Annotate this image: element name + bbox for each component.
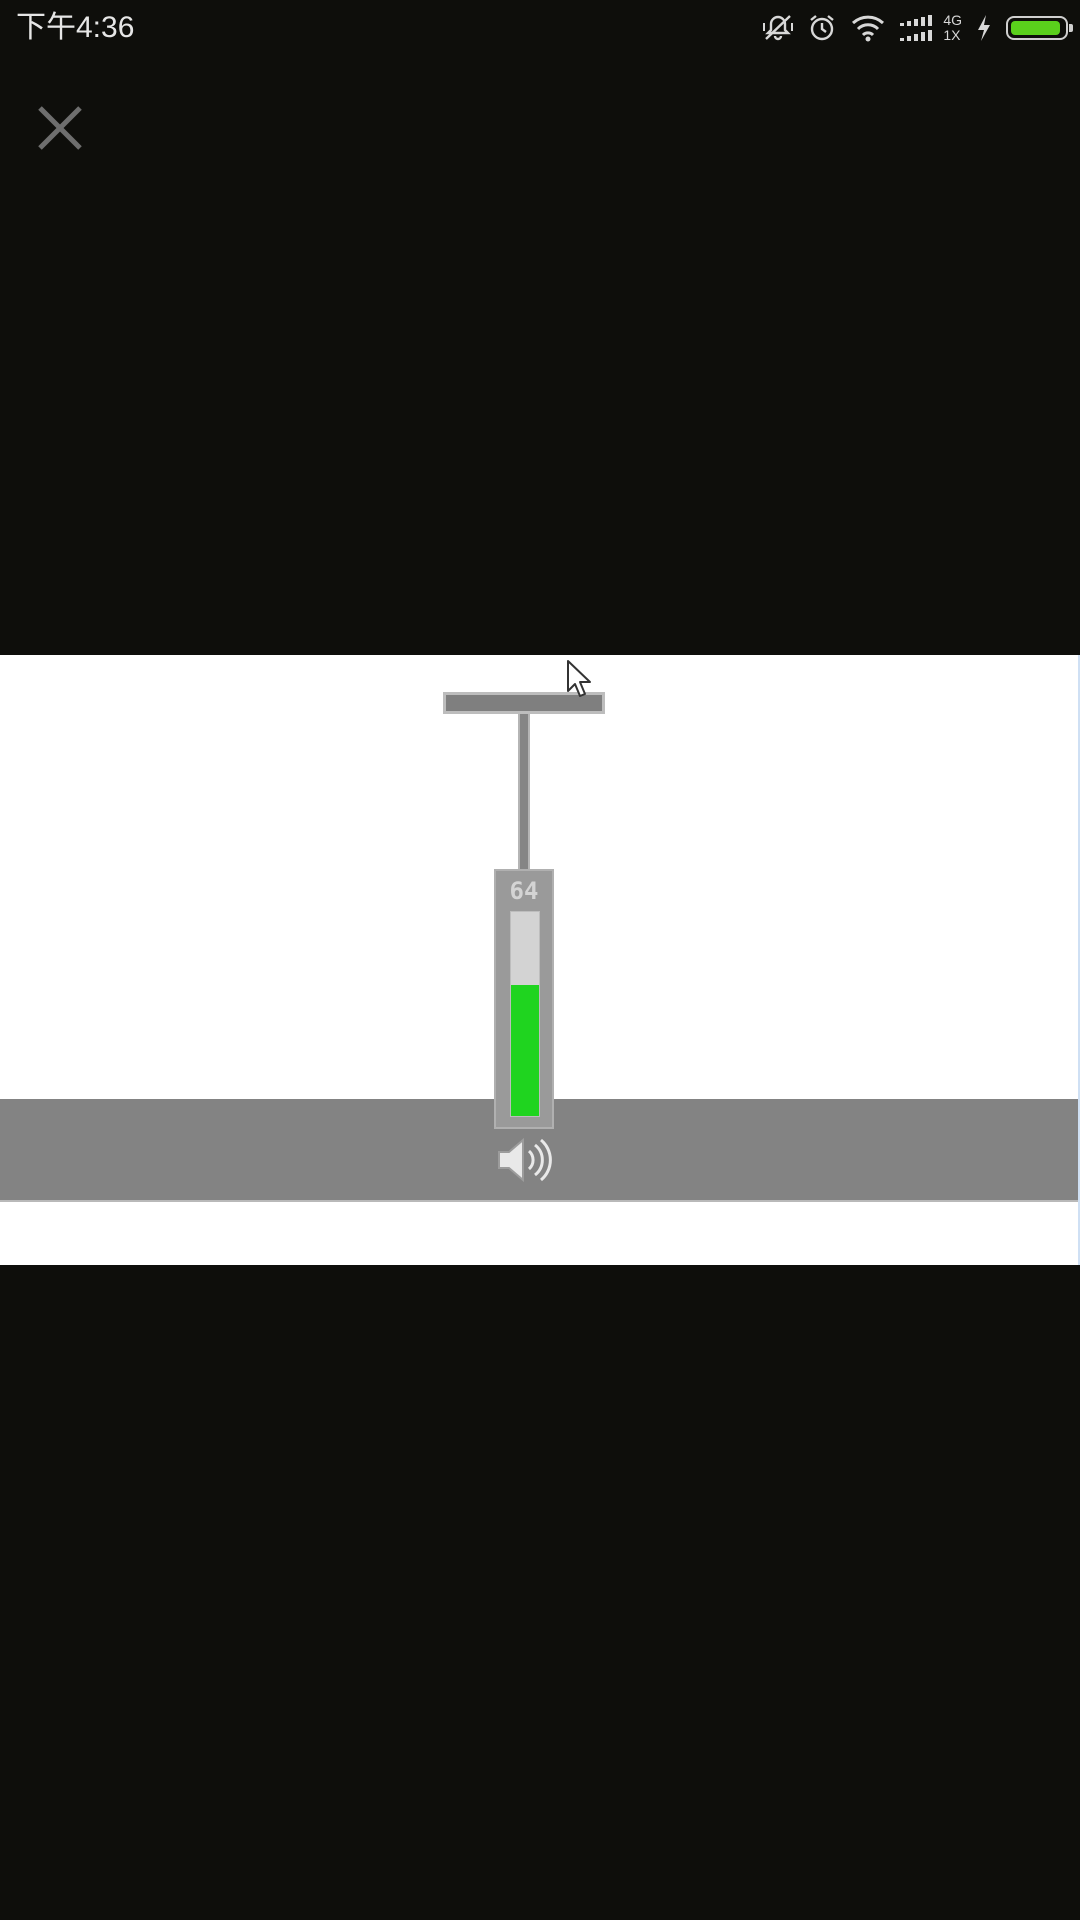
viewer-edge bbox=[1078, 655, 1080, 1265]
battery-icon bbox=[1006, 16, 1073, 40]
close-button[interactable] bbox=[28, 96, 92, 160]
status-icons: 4G 1X bbox=[763, 10, 1073, 46]
battery-level bbox=[1011, 21, 1061, 35]
speaker-button[interactable] bbox=[496, 1135, 552, 1185]
signal-icon bbox=[899, 14, 935, 42]
mute-vibrate-icon bbox=[763, 13, 794, 43]
volume-panel: 64 bbox=[494, 869, 554, 1129]
remote-screen-viewer: 64 bbox=[0, 655, 1080, 1265]
network-type: 4G 1X bbox=[943, 13, 962, 43]
mouse-cursor-icon bbox=[566, 659, 594, 704]
network-type-bottom: 1X bbox=[943, 27, 961, 43]
volume-meter[interactable] bbox=[510, 911, 540, 1117]
battery-cap bbox=[1069, 24, 1073, 32]
alarm-icon bbox=[807, 13, 837, 43]
network-type-top: 4G bbox=[943, 12, 962, 28]
volume-slider-top[interactable] bbox=[443, 692, 605, 714]
charging-icon bbox=[976, 14, 992, 42]
volume-level bbox=[511, 985, 539, 1116]
close-icon bbox=[38, 106, 82, 150]
status-time: 下午4:36 bbox=[16, 11, 135, 44]
status-bar: 下午4:36 bbox=[0, 0, 1080, 56]
volume-slider-stem bbox=[518, 714, 530, 870]
volume-value: 64 bbox=[509, 877, 539, 905]
speaker-icon bbox=[498, 1137, 552, 1183]
wifi-icon bbox=[851, 14, 885, 42]
